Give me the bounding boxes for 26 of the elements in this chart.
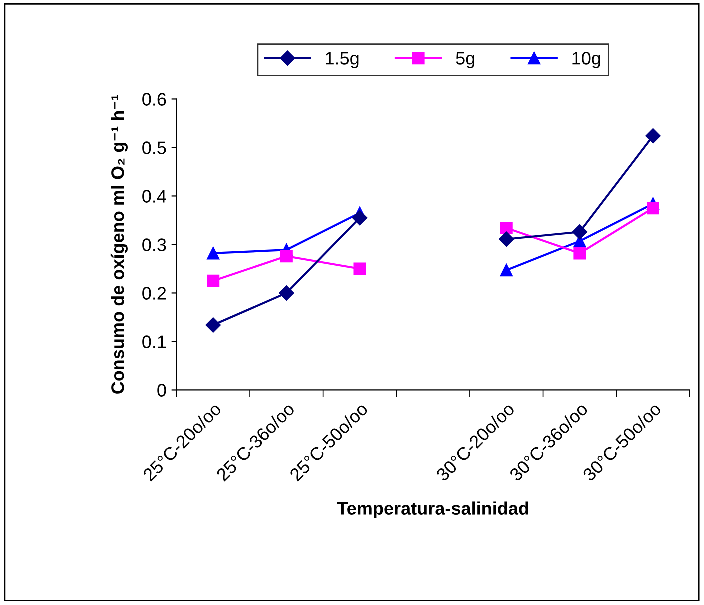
point (572, 224, 588, 240)
legend-label: 10g (572, 52, 600, 68)
point (500, 264, 513, 277)
y-tick-label: 0.5 (142, 142, 166, 154)
legend-label: 1.5g (326, 52, 359, 68)
point (279, 286, 294, 301)
point (207, 274, 220, 288)
y-tick-label: 0.6 (142, 93, 166, 106)
y-axis-title: Consumo de oxígeno ml O₂ g⁻¹ h⁻¹ (110, 95, 128, 394)
y-tick-label: 0.4 (142, 190, 166, 203)
legend-label: 5g (456, 52, 474, 68)
point (647, 202, 660, 215)
point (499, 232, 514, 247)
point (207, 247, 220, 260)
point (646, 128, 661, 144)
y-tick-label: 0.3 (142, 238, 166, 252)
point (206, 318, 221, 333)
point (500, 222, 513, 234)
y-tick-label: 0 (158, 384, 166, 397)
x-axis-title: Temperatura-salinidad (337, 502, 528, 519)
point (574, 247, 586, 260)
point (352, 210, 368, 226)
point (354, 262, 366, 276)
point (280, 250, 293, 263)
y-tick-label: 0.1 (142, 336, 166, 348)
y-tick-label: 0.2 (142, 287, 166, 300)
